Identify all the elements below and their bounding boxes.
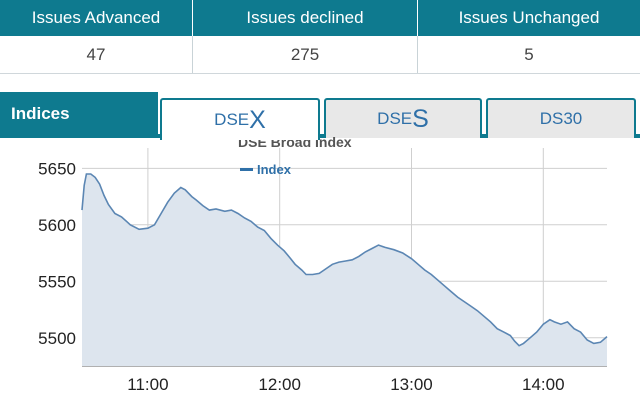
legend-label: Index	[257, 162, 291, 177]
tab-dses-letter: S	[412, 104, 429, 133]
index-chart-svg: 5500 5550 5600 5650 11:00 12:00 13:00 14:00	[38, 148, 608, 394]
tab-dses[interactable]: DSE S	[324, 98, 482, 138]
tab-dsex[interactable]: DSE X	[160, 98, 320, 140]
tab-ds30-label: DS30	[539, 109, 583, 128]
chart-legend: Index	[240, 162, 291, 177]
index-area	[82, 174, 607, 366]
y-tick-label: 5550	[38, 272, 76, 291]
header-issues-unchanged: Issues Unchanged	[458, 8, 600, 27]
tab-dses-prefix: DSE	[377, 109, 413, 128]
stats-value-row: 47 275 5	[0, 36, 640, 73]
value-issues-declined: 275	[193, 36, 418, 73]
x-tick-label: 12:00	[258, 375, 301, 394]
x-tick-label: 11:00	[127, 375, 168, 394]
market-stats-table: Issues Advanced Issues declined Issues U…	[0, 0, 640, 74]
value-issues-advanced: 47	[0, 36, 193, 73]
header-issues-advanced: Issues Advanced	[0, 0, 193, 36]
value-issues-unchanged: 5	[524, 44, 534, 64]
index-chart: 5500 5550 5600 5650 11:00 12:00 13:00 14:00 DSE…	[0, 134, 640, 400]
x-tick-label: 13:00	[390, 375, 433, 394]
tab-underline	[0, 134, 640, 138]
y-tick-label: 5600	[38, 216, 76, 235]
indices-section-label: Indices	[0, 92, 158, 138]
stats-header-row: Issues Advanced Issues declined Issues U…	[0, 0, 640, 36]
tab-dsex-prefix: DSE	[214, 110, 250, 129]
legend-swatch	[240, 168, 253, 171]
tab-dsex-letter: X	[249, 105, 266, 134]
y-tick-label: 5650	[38, 159, 76, 178]
x-tick-label: 14:00	[522, 375, 565, 394]
tab-ds30[interactable]: DS30	[486, 98, 636, 138]
index-line	[81, 173, 608, 347]
index-tabbar: Indices DSE X DSE S DS30	[0, 92, 640, 140]
header-issues-declined: Issues declined	[193, 0, 418, 36]
y-tick-label: 5500	[38, 329, 76, 348]
